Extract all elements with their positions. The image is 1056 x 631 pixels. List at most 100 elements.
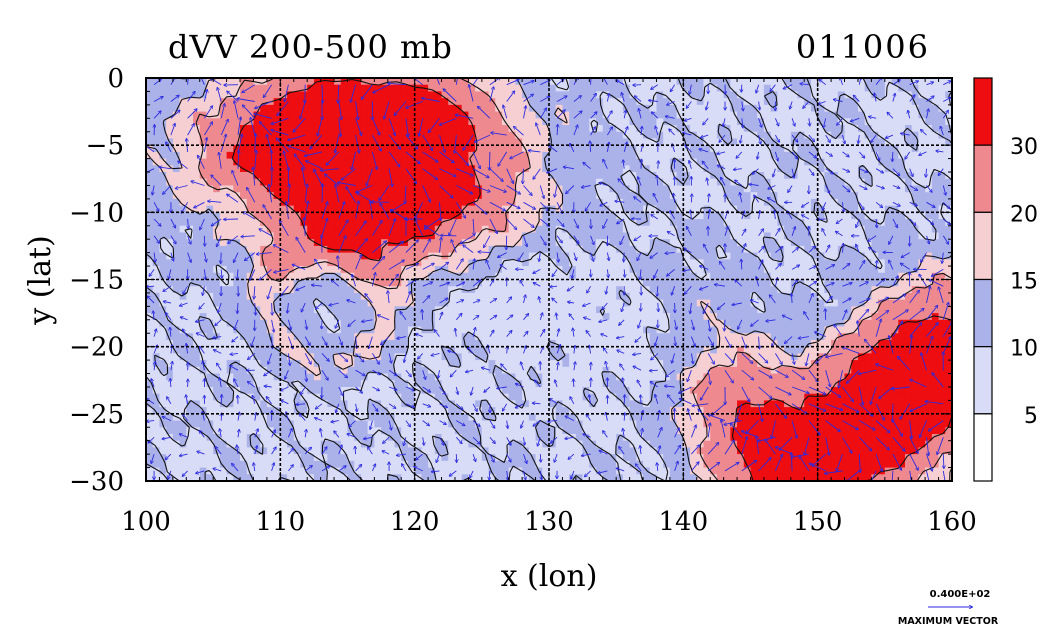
- heatmap-cell: [797, 333, 805, 341]
- heatmap-cell: [287, 165, 295, 173]
- heatmap-cell: [280, 313, 288, 321]
- heatmap-cell: [609, 138, 617, 146]
- heatmap-cell: [710, 232, 718, 240]
- heatmap-cell: [790, 286, 799, 294]
- heatmap-cell: [884, 145, 893, 153]
- heatmap-cell: [549, 78, 557, 86]
- heatmap-cell: [616, 84, 624, 93]
- heatmap-cell: [159, 319, 167, 328]
- heatmap-cell: [206, 219, 214, 227]
- heatmap-cell: [918, 225, 926, 234]
- heatmap-cell: [166, 91, 174, 99]
- heatmap-cell: [757, 185, 765, 193]
- heatmap-cell: [461, 299, 469, 307]
- heatmap-cell: [374, 306, 382, 314]
- heatmap-cell: [542, 172, 550, 180]
- heatmap-cell: [790, 252, 799, 260]
- heatmap-cell: [307, 353, 315, 361]
- heatmap-cell: [891, 125, 899, 133]
- heatmap-cell: [790, 266, 799, 274]
- heatmap-cell: [387, 172, 396, 180]
- heatmap-cell: [240, 225, 248, 234]
- heatmap-cell: [656, 78, 664, 86]
- heatmap-cell: [629, 239, 637, 247]
- heatmap-cell: [266, 158, 275, 166]
- heatmap-cell: [327, 91, 335, 99]
- heatmap-cell: [945, 212, 952, 220]
- heatmap-cell: [461, 353, 469, 361]
- heatmap-cell: [676, 286, 684, 294]
- heatmap-cell: [797, 125, 805, 133]
- heatmap-cell: [797, 313, 805, 321]
- heatmap-cell: [596, 286, 604, 294]
- heatmap-cell: [407, 339, 416, 348]
- heatmap-cell: [562, 212, 570, 220]
- heatmap-cell: [562, 225, 570, 234]
- heatmap-cell: [569, 333, 577, 341]
- heatmap-cell: [307, 205, 315, 213]
- heatmap-cell: [307, 245, 315, 254]
- heatmap-cell: [784, 84, 792, 93]
- heatmap-cell: [334, 219, 342, 227]
- heatmap-cell: [280, 353, 288, 361]
- heatmap-cell: [515, 225, 523, 234]
- heatmap-cell: [515, 339, 523, 348]
- heatmap-cell: [649, 104, 658, 113]
- heatmap-cell: [582, 118, 590, 126]
- heatmap-cell: [656, 333, 664, 341]
- heatmap-cell: [851, 279, 859, 287]
- heatmap-cell: [307, 266, 315, 274]
- heatmap-cell: [871, 145, 879, 153]
- heatmap-cell: [824, 339, 832, 348]
- heatmap-cell: [240, 292, 248, 301]
- heatmap-cell: [240, 185, 248, 193]
- heatmap-cell: [703, 178, 711, 187]
- heatmap-cell: [146, 306, 154, 314]
- heatmap-cell: [716, 313, 725, 321]
- heatmap-cell: [233, 78, 241, 86]
- heatmap-cell: [501, 138, 510, 146]
- heatmap-cell: [193, 346, 201, 354]
- heatmap-cell: [428, 205, 436, 213]
- heatmap-cell: [690, 158, 698, 166]
- heatmap-cell: [273, 313, 281, 321]
- heatmap-cell: [475, 192, 483, 200]
- heatmap-cell: [904, 225, 913, 234]
- heatmap-cell: [716, 245, 725, 254]
- heatmap-cell: [186, 266, 194, 274]
- heatmap-cell: [622, 252, 631, 260]
- heatmap-cell: [757, 299, 765, 307]
- heatmap-cell: [938, 326, 946, 334]
- heatmap-cell: [609, 131, 617, 140]
- heatmap-cell: [931, 259, 940, 267]
- heatmap-cell: [737, 131, 745, 140]
- heatmap-cell: [569, 259, 577, 267]
- heatmap-cell: [360, 165, 369, 173]
- heatmap-cell: [535, 151, 543, 160]
- heatmap-cell: [770, 252, 778, 260]
- heatmap-cell: [831, 225, 839, 234]
- heatmap-cell: [690, 245, 698, 254]
- heatmap-cell: [690, 292, 698, 301]
- heatmap-cell: [636, 212, 644, 220]
- heatmap-cell: [280, 286, 288, 294]
- heatmap-cell: [535, 252, 543, 260]
- heatmap-cell: [582, 259, 590, 267]
- heatmap-cell: [374, 326, 382, 334]
- heatmap-cell: [616, 212, 624, 220]
- heatmap-cell: [844, 205, 852, 213]
- heatmap-cell: [340, 165, 349, 173]
- heatmap-cell: [240, 299, 248, 307]
- heatmap-cell: [206, 252, 214, 260]
- heatmap-cell: [387, 286, 396, 294]
- heatmap-cell: [636, 353, 644, 361]
- heatmap-cell: [340, 279, 349, 287]
- heatmap-cell: [219, 98, 228, 106]
- heatmap-cell: [421, 259, 429, 267]
- heatmap-cell: [293, 131, 302, 140]
- heatmap-cell: [616, 339, 624, 348]
- heatmap-cell: [414, 111, 422, 119]
- heatmap-cell: [300, 245, 308, 254]
- heatmap-cell: [347, 111, 355, 119]
- heatmap-cell: [219, 292, 228, 301]
